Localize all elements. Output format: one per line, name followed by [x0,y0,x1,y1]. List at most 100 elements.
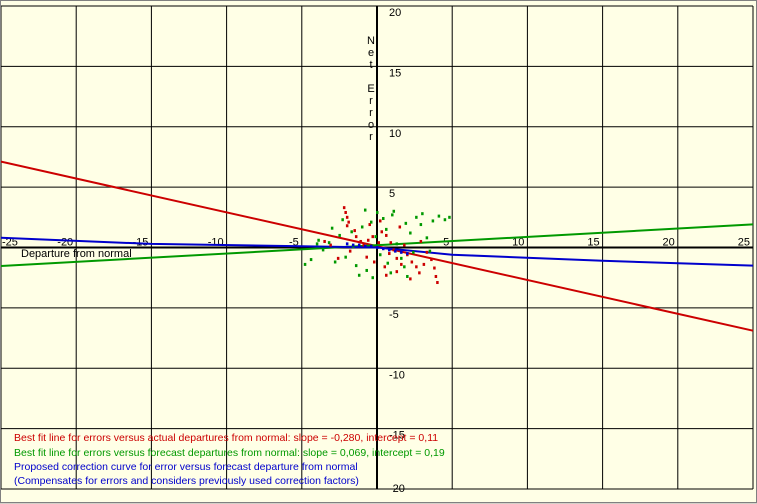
data-point [394,249,397,253]
data-point [350,230,353,234]
data-point [345,215,349,219]
data-point [371,235,374,239]
legend: Best fit line for errors versus actual d… [14,432,445,487]
data-point [366,238,370,242]
data-point [386,261,390,265]
data-point [359,239,362,243]
x-tick-label: -10 [208,237,224,249]
data-point [327,241,331,245]
data-point [345,242,349,246]
data-points [303,206,451,285]
data-point [385,227,388,231]
data-point [303,262,307,266]
y-tick-label: 10 [389,128,401,140]
data-point [363,244,367,248]
data-point [434,274,438,278]
data-point [317,238,320,242]
data-point [400,250,403,254]
data-point [385,233,388,237]
data-point [382,217,385,221]
data-point [379,219,382,223]
data-point [323,239,326,243]
data-point [406,252,409,256]
data-point [330,226,334,230]
x-tick-label: 15 [587,237,599,249]
data-point [321,248,325,252]
data-point [388,248,391,252]
data-point [422,262,426,266]
data-point [336,256,340,260]
y-tick-label: -15 [389,430,405,442]
data-point [400,262,403,266]
data-point [433,266,436,270]
data-point [362,243,365,247]
data-point [415,265,418,269]
data-point [338,233,341,237]
data-point [385,273,388,277]
x-tick-label: 25 [738,237,750,249]
data-point [368,223,371,227]
data-point [363,208,367,212]
data-point [345,224,349,228]
data-point [347,220,350,224]
data-point [410,260,414,264]
data-point [379,253,382,257]
y-tick-label: -5 [389,309,399,321]
y-tick-label: 15 [389,67,401,79]
data-point [341,218,344,222]
data-point [380,230,384,234]
data-point [365,268,368,272]
data-point [425,236,429,240]
data-point [398,225,402,229]
data-point [354,235,358,239]
y-tick-label: 20 [389,7,401,19]
data-point [421,212,424,216]
data-point [351,243,355,247]
data-point [395,270,399,274]
data-point [377,241,381,245]
x-axis-label: Departure from normal [21,248,132,260]
data-point [376,246,379,249]
data-point [344,255,347,259]
x-tick-label: -20 [57,237,73,249]
data-point [372,260,376,264]
x-tick-label: -25 [2,237,18,249]
data-point [315,242,319,246]
data-point [403,265,406,269]
y-tick-label: -20 [389,483,405,495]
data-point [357,243,361,247]
data-point [382,247,385,251]
data-point [365,255,368,259]
data-point [309,258,313,262]
data-point [369,244,373,248]
x-tick-label: 10 [512,237,524,249]
data-point [395,256,399,260]
data-point [392,248,396,252]
data-point [374,235,377,239]
data-point [404,221,408,225]
data-point [354,264,358,268]
data-point [436,281,439,285]
data-point [369,220,373,224]
data-point [425,250,429,254]
data-point [357,273,361,277]
legend-line-actual-fit: Best fit line for errors versus actual d… [14,432,438,444]
data-point [409,277,412,281]
data-point [448,215,451,219]
data-point [376,210,379,214]
data-point [437,214,441,218]
x-tick-label: 20 [663,237,675,249]
data-point [371,276,374,280]
data-point [392,209,396,213]
data-point [329,243,332,247]
data-point [353,229,356,233]
data-point [342,206,346,210]
data-point [383,265,387,269]
data-point [430,258,433,262]
x-tick-label: -5 [289,237,299,249]
fit-line-forecast [1,223,754,268]
data-point [360,225,364,229]
data-point [409,231,412,235]
